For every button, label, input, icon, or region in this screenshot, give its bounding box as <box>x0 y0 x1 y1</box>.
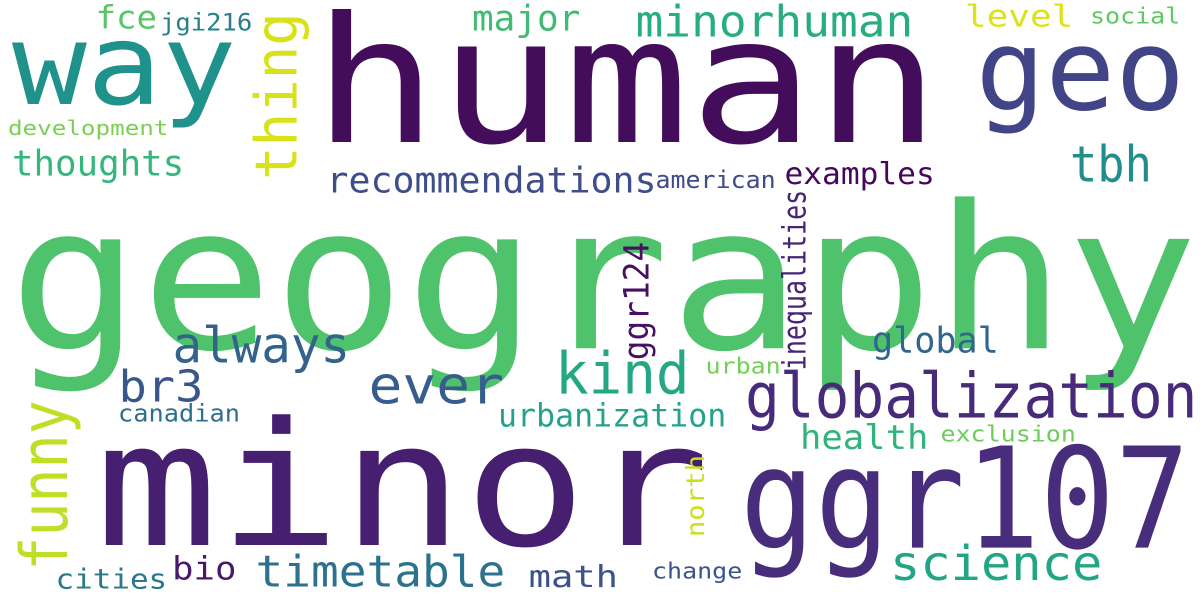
word-human: human <box>312 0 940 184</box>
word-ever: ever <box>367 355 504 417</box>
word-ggr124: ggr124 <box>616 241 658 361</box>
word-health: health <box>799 418 929 459</box>
word-examples: examples <box>783 157 935 193</box>
word-ggr107: ggr107 <box>739 418 1190 582</box>
word-minor: minor <box>95 386 710 586</box>
word-kind: kind <box>554 340 690 408</box>
word-inequalities: inequalities <box>775 189 813 371</box>
word-major: major <box>471 0 581 40</box>
word-geo: geo <box>975 5 1185 137</box>
word-math: math <box>528 560 618 596</box>
word-globalization: globalization <box>744 359 1198 432</box>
word-science: science <box>889 536 1103 592</box>
word-minorhuman: minorhuman <box>635 0 913 48</box>
word-urbanization: urbanization <box>497 396 727 435</box>
word-social: social <box>1089 2 1181 30</box>
word-north: north <box>679 454 710 538</box>
word-thing: thing <box>242 12 311 180</box>
word-urban: urban <box>704 352 781 380</box>
word-american: american <box>654 165 776 194</box>
word-cities: cities <box>55 562 167 596</box>
word-thoughts: thoughts <box>11 141 185 185</box>
word-change: change <box>651 557 743 585</box>
word-geography: geography <box>8 163 1198 396</box>
word-global: global <box>872 319 999 363</box>
word-level: level <box>964 0 1074 35</box>
word-funny: funny <box>6 399 84 571</box>
word-jgi216: jgi216 <box>159 7 253 37</box>
word-br3: br3 <box>118 360 203 413</box>
word-exclusion: exclusion <box>939 420 1076 448</box>
word-canadian: canadian <box>118 400 240 429</box>
word-development: development <box>7 116 169 140</box>
word-recommendations: recommendations <box>326 158 656 202</box>
word-timetable: timetable <box>255 546 505 598</box>
word-tbh: tbh <box>1070 135 1152 194</box>
word-fce: fce <box>95 0 157 37</box>
word-always: always <box>172 315 350 375</box>
word-bio: bio <box>172 549 237 588</box>
word-way: way <box>12 0 237 131</box>
